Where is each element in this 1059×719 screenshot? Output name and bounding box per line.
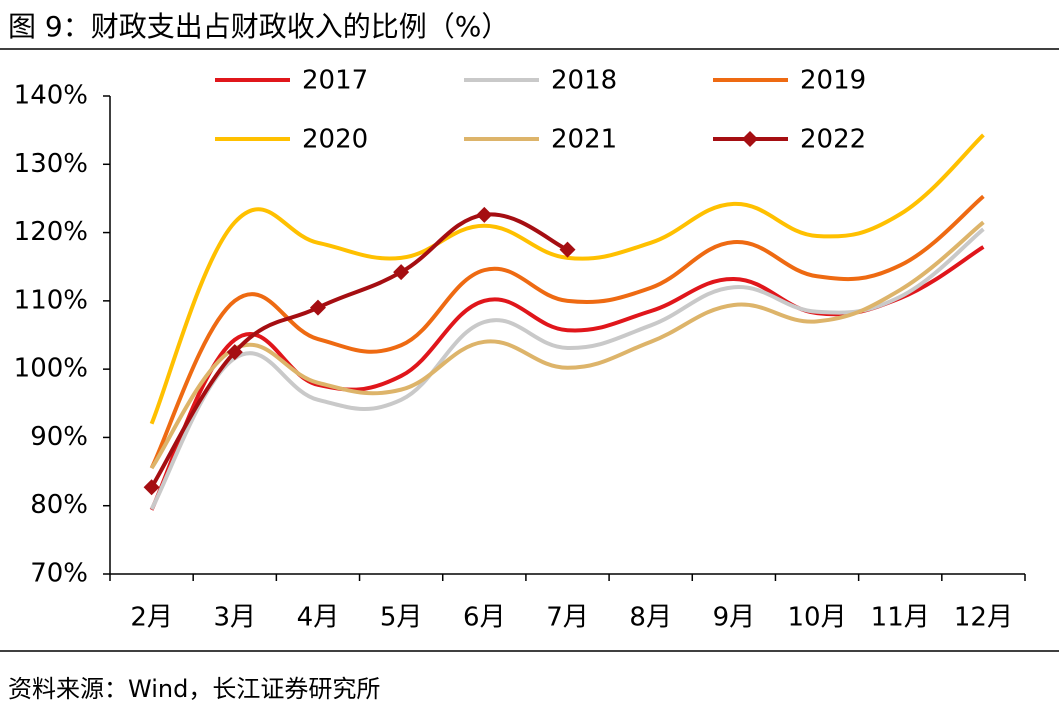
y-tick-label: 110% (14, 285, 88, 315)
x-tick-label: 2月 (130, 603, 173, 633)
x-tick-label: 5月 (380, 603, 423, 633)
source: 资料来源：Wind，长江证券研究所 (8, 675, 380, 703)
point-marker (476, 206, 493, 223)
x-tick-label: 12月 (954, 603, 1013, 633)
series-line (149, 133, 985, 425)
point-marker (309, 299, 326, 316)
y-tick-label: 70% (30, 559, 88, 589)
legend-label: 2017 (302, 66, 368, 96)
series-line (149, 194, 985, 470)
y-tick-label: 140% (14, 81, 88, 111)
y-tick-label: 130% (14, 149, 88, 179)
y-tick-label: 120% (14, 217, 88, 247)
point-marker (143, 479, 160, 496)
legend-label: 2019 (800, 66, 866, 96)
x-tick-label: 3月 (213, 603, 256, 633)
series-line (149, 227, 985, 511)
legend-label: 2021 (551, 125, 617, 155)
x-tick-label: 9月 (713, 603, 756, 633)
chart-title: 图 9：财政支出占财政收入的比例（%） (8, 10, 509, 43)
legend-marker (742, 131, 758, 147)
x-tick-label: 6月 (463, 603, 506, 633)
x-tick-label: 4月 (297, 603, 340, 633)
legend-label: 2018 (551, 66, 617, 96)
x-tick-label: 8月 (629, 603, 672, 633)
x-tick-label: 10月 (787, 603, 846, 633)
x-tick-label: 7月 (546, 603, 589, 633)
point-marker (226, 344, 243, 361)
point-marker (393, 264, 410, 281)
series-line (149, 220, 985, 470)
legend-label: 2022 (800, 125, 866, 155)
series-line (149, 245, 985, 511)
y-tick-label: 80% (30, 490, 88, 520)
y-tick-label: 90% (30, 422, 88, 452)
legend-label: 2020 (302, 125, 368, 155)
y-tick-label: 100% (14, 354, 88, 384)
x-tick-label: 11月 (871, 603, 930, 633)
point-marker (559, 241, 576, 258)
